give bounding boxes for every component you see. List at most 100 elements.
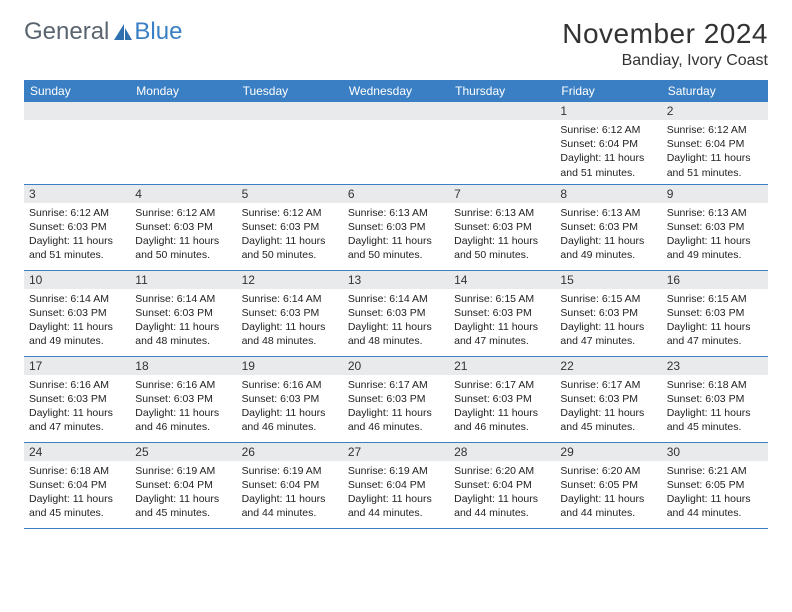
day-number: 2	[662, 102, 768, 120]
empty-day-bar	[449, 102, 555, 120]
week-row: 10Sunrise: 6:14 AMSunset: 6:03 PMDayligh…	[24, 270, 768, 356]
day-details: Sunrise: 6:17 AMSunset: 6:03 PMDaylight:…	[449, 375, 555, 439]
logo: General Blue	[24, 18, 182, 46]
day-details: Sunrise: 6:13 AMSunset: 6:03 PMDaylight:…	[343, 203, 449, 267]
day-number: 5	[237, 185, 343, 203]
location: Bandiay, Ivory Coast	[562, 52, 768, 70]
day-cell: 10Sunrise: 6:14 AMSunset: 6:03 PMDayligh…	[24, 270, 130, 356]
day-cell: 7Sunrise: 6:13 AMSunset: 6:03 PMDaylight…	[449, 184, 555, 270]
day-cell: 21Sunrise: 6:17 AMSunset: 6:03 PMDayligh…	[449, 356, 555, 442]
day-cell: 14Sunrise: 6:15 AMSunset: 6:03 PMDayligh…	[449, 270, 555, 356]
day-number: 6	[343, 185, 449, 203]
week-row: 17Sunrise: 6:16 AMSunset: 6:03 PMDayligh…	[24, 356, 768, 442]
day-number: 20	[343, 357, 449, 375]
month-title: November 2024	[562, 18, 768, 50]
day-details: Sunrise: 6:14 AMSunset: 6:03 PMDaylight:…	[130, 289, 236, 353]
day-number: 9	[662, 185, 768, 203]
day-details: Sunrise: 6:14 AMSunset: 6:03 PMDaylight:…	[343, 289, 449, 353]
empty-day-bar	[24, 102, 130, 120]
day-number: 23	[662, 357, 768, 375]
day-details: Sunrise: 6:19 AMSunset: 6:04 PMDaylight:…	[343, 461, 449, 525]
day-cell: 27Sunrise: 6:19 AMSunset: 6:04 PMDayligh…	[343, 442, 449, 528]
day-number: 13	[343, 271, 449, 289]
calendar-table: Sunday Monday Tuesday Wednesday Thursday…	[24, 80, 768, 529]
day-details: Sunrise: 6:14 AMSunset: 6:03 PMDaylight:…	[24, 289, 130, 353]
day-number: 25	[130, 443, 236, 461]
day-details: Sunrise: 6:18 AMSunset: 6:04 PMDaylight:…	[24, 461, 130, 525]
weekday-header-row: Sunday Monday Tuesday Wednesday Thursday…	[24, 80, 768, 102]
day-cell: 18Sunrise: 6:16 AMSunset: 6:03 PMDayligh…	[130, 356, 236, 442]
day-number: 14	[449, 271, 555, 289]
col-saturday: Saturday	[662, 80, 768, 102]
day-cell: 17Sunrise: 6:16 AMSunset: 6:03 PMDayligh…	[24, 356, 130, 442]
day-details: Sunrise: 6:20 AMSunset: 6:05 PMDaylight:…	[555, 461, 661, 525]
day-number: 3	[24, 185, 130, 203]
day-cell: 30Sunrise: 6:21 AMSunset: 6:05 PMDayligh…	[662, 442, 768, 528]
day-number: 7	[449, 185, 555, 203]
day-cell: 20Sunrise: 6:17 AMSunset: 6:03 PMDayligh…	[343, 356, 449, 442]
day-cell: 25Sunrise: 6:19 AMSunset: 6:04 PMDayligh…	[130, 442, 236, 528]
day-cell: 11Sunrise: 6:14 AMSunset: 6:03 PMDayligh…	[130, 270, 236, 356]
day-cell: 16Sunrise: 6:15 AMSunset: 6:03 PMDayligh…	[662, 270, 768, 356]
logo-word1: General	[24, 18, 109, 46]
day-number: 19	[237, 357, 343, 375]
day-details: Sunrise: 6:15 AMSunset: 6:03 PMDaylight:…	[555, 289, 661, 353]
day-cell: 6Sunrise: 6:13 AMSunset: 6:03 PMDaylight…	[343, 184, 449, 270]
day-details: Sunrise: 6:12 AMSunset: 6:04 PMDaylight:…	[662, 120, 768, 184]
day-cell	[343, 102, 449, 184]
day-number: 12	[237, 271, 343, 289]
day-number: 28	[449, 443, 555, 461]
empty-day-bar	[237, 102, 343, 120]
day-details: Sunrise: 6:17 AMSunset: 6:03 PMDaylight:…	[343, 375, 449, 439]
day-number: 10	[24, 271, 130, 289]
day-details: Sunrise: 6:12 AMSunset: 6:03 PMDaylight:…	[24, 203, 130, 267]
day-details: Sunrise: 6:19 AMSunset: 6:04 PMDaylight:…	[237, 461, 343, 525]
day-number: 15	[555, 271, 661, 289]
day-details: Sunrise: 6:20 AMSunset: 6:04 PMDaylight:…	[449, 461, 555, 525]
day-details: Sunrise: 6:16 AMSunset: 6:03 PMDaylight:…	[130, 375, 236, 439]
col-sunday: Sunday	[24, 80, 130, 102]
day-number: 24	[24, 443, 130, 461]
day-cell	[237, 102, 343, 184]
day-cell: 28Sunrise: 6:20 AMSunset: 6:04 PMDayligh…	[449, 442, 555, 528]
week-row: 3Sunrise: 6:12 AMSunset: 6:03 PMDaylight…	[24, 184, 768, 270]
day-cell: 1Sunrise: 6:12 AMSunset: 6:04 PMDaylight…	[555, 102, 661, 184]
day-number: 1	[555, 102, 661, 120]
day-cell	[130, 102, 236, 184]
day-cell: 2Sunrise: 6:12 AMSunset: 6:04 PMDaylight…	[662, 102, 768, 184]
header: General Blue November 2024 Bandiay, Ivor…	[24, 18, 768, 70]
day-cell: 12Sunrise: 6:14 AMSunset: 6:03 PMDayligh…	[237, 270, 343, 356]
day-number: 26	[237, 443, 343, 461]
day-details: Sunrise: 6:12 AMSunset: 6:03 PMDaylight:…	[237, 203, 343, 267]
title-block: November 2024 Bandiay, Ivory Coast	[562, 18, 768, 70]
col-tuesday: Tuesday	[237, 80, 343, 102]
day-number: 18	[130, 357, 236, 375]
day-cell: 24Sunrise: 6:18 AMSunset: 6:04 PMDayligh…	[24, 442, 130, 528]
day-details: Sunrise: 6:18 AMSunset: 6:03 PMDaylight:…	[662, 375, 768, 439]
day-cell: 22Sunrise: 6:17 AMSunset: 6:03 PMDayligh…	[555, 356, 661, 442]
day-details: Sunrise: 6:12 AMSunset: 6:04 PMDaylight:…	[555, 120, 661, 184]
day-details: Sunrise: 6:12 AMSunset: 6:03 PMDaylight:…	[130, 203, 236, 267]
logo-word2: Blue	[134, 18, 182, 46]
day-number: 22	[555, 357, 661, 375]
day-cell: 8Sunrise: 6:13 AMSunset: 6:03 PMDaylight…	[555, 184, 661, 270]
day-cell: 19Sunrise: 6:16 AMSunset: 6:03 PMDayligh…	[237, 356, 343, 442]
col-thursday: Thursday	[449, 80, 555, 102]
day-cell: 26Sunrise: 6:19 AMSunset: 6:04 PMDayligh…	[237, 442, 343, 528]
day-details: Sunrise: 6:15 AMSunset: 6:03 PMDaylight:…	[662, 289, 768, 353]
day-cell: 9Sunrise: 6:13 AMSunset: 6:03 PMDaylight…	[662, 184, 768, 270]
day-cell: 23Sunrise: 6:18 AMSunset: 6:03 PMDayligh…	[662, 356, 768, 442]
week-row: 24Sunrise: 6:18 AMSunset: 6:04 PMDayligh…	[24, 442, 768, 528]
day-details: Sunrise: 6:13 AMSunset: 6:03 PMDaylight:…	[555, 203, 661, 267]
day-cell	[24, 102, 130, 184]
day-details: Sunrise: 6:14 AMSunset: 6:03 PMDaylight:…	[237, 289, 343, 353]
day-number: 16	[662, 271, 768, 289]
week-row: 1Sunrise: 6:12 AMSunset: 6:04 PMDaylight…	[24, 102, 768, 184]
day-cell: 3Sunrise: 6:12 AMSunset: 6:03 PMDaylight…	[24, 184, 130, 270]
day-details: Sunrise: 6:19 AMSunset: 6:04 PMDaylight:…	[130, 461, 236, 525]
day-number: 29	[555, 443, 661, 461]
day-cell: 29Sunrise: 6:20 AMSunset: 6:05 PMDayligh…	[555, 442, 661, 528]
logo-sail-icon	[112, 22, 134, 42]
day-number: 21	[449, 357, 555, 375]
col-wednesday: Wednesday	[343, 80, 449, 102]
